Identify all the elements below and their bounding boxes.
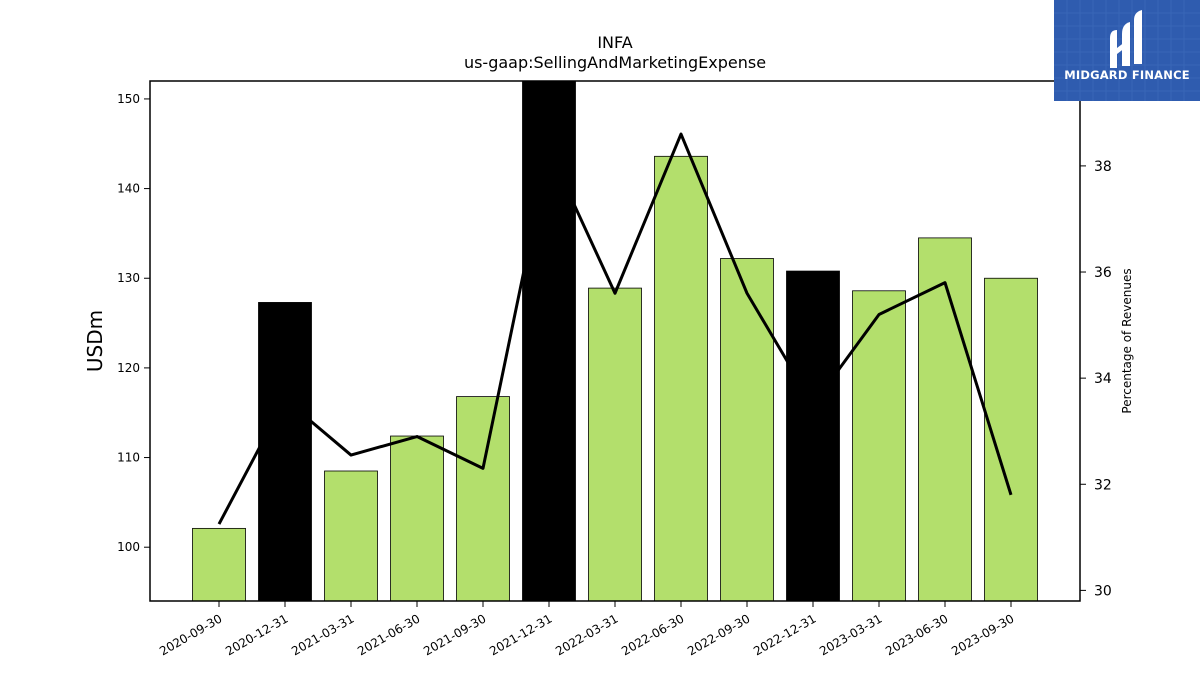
y-tick-label: 100 [117,540,140,554]
chart-subtitle: us-gaap:SellingAndMarketingExpense [464,53,766,72]
x-tick-label: 2020-12-31 [223,611,290,658]
logo-mark-icon [1110,10,1142,68]
x-tick-label: 2022-12-31 [751,611,818,658]
x-tick-label: 2023-03-31 [817,611,884,658]
y2-axis-label: Percentage of Revenues [1120,268,1134,413]
x-tick-label: 2023-06-30 [883,611,950,658]
bar-2023-06-30 [918,237,972,602]
y-tick-label: 120 [117,361,140,375]
y-axis-label: USDm [83,310,107,372]
logo-text: MIDGARD FINANCE [1064,68,1190,82]
bar-2020-09-30 [192,527,246,602]
x-tick-label: 2023-09-30 [949,611,1016,658]
y-tick-label: 150 [117,92,140,106]
bar-2021-06-30 [390,435,444,602]
x-tick-label: 2021-06-30 [355,611,422,658]
x-tick-label: 2022-09-30 [685,611,752,658]
bars-group [192,80,1038,602]
y-tick-label: 140 [117,182,140,196]
x-axis-ticks: 2020-09-302020-12-312021-03-312021-06-30… [157,601,1017,658]
percentage-line [217,132,1013,525]
bar-2022-09-30 [720,258,774,602]
bar-2021-09-30 [456,396,510,602]
y-axis-ticks: 100 110 120 130 140 150 [117,92,150,554]
bar-2021-03-31 [324,470,378,602]
bar-2022-03-31 [588,287,642,602]
line-group [217,132,1013,525]
bar-2022-12-31 [786,270,840,602]
y2-tick-label: 38 [1094,159,1112,175]
y2-axis-ticks: 30 32 34 36 38 [1080,159,1112,599]
x-tick-label: 2022-03-31 [553,611,620,658]
y2-tick-label: 34 [1094,371,1112,387]
y2-tick-label: 32 [1094,477,1112,493]
bar-2022-06-30 [654,155,708,602]
chart-title: INFA [597,33,632,52]
x-tick-label: 2020-09-30 [157,611,224,658]
bar-2021-12-31 [522,80,576,602]
y-tick-label: 130 [117,271,140,285]
x-tick-label: 2021-03-31 [289,611,356,658]
bar-2023-03-31 [852,290,906,602]
bar-2020-12-31 [258,302,312,602]
x-tick-label: 2021-09-30 [421,611,488,658]
brand-logo: MIDGARD FINANCE [1054,0,1200,101]
x-tick-label: 2022-06-30 [619,611,686,658]
y2-tick-label: 36 [1094,265,1112,281]
x-tick-label: 2021-12-31 [487,611,554,658]
y-tick-label: 110 [117,451,140,465]
y2-tick-label: 30 [1094,583,1112,599]
